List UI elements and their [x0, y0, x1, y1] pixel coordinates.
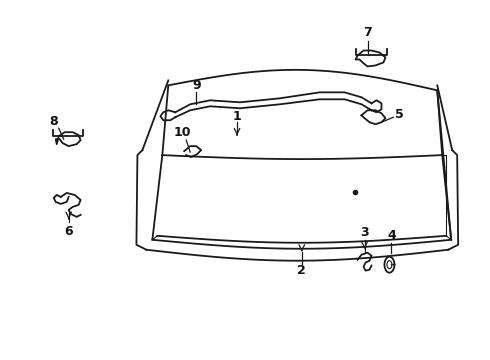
Text: 2: 2	[297, 264, 306, 277]
Text: 9: 9	[192, 79, 200, 92]
Text: 8: 8	[49, 115, 58, 128]
Text: 4: 4	[387, 229, 396, 242]
Text: 3: 3	[360, 226, 369, 239]
Text: 10: 10	[173, 126, 191, 139]
Text: 6: 6	[64, 225, 73, 238]
Text: 5: 5	[395, 108, 404, 121]
Text: 7: 7	[363, 26, 372, 39]
Text: 1: 1	[233, 110, 242, 123]
